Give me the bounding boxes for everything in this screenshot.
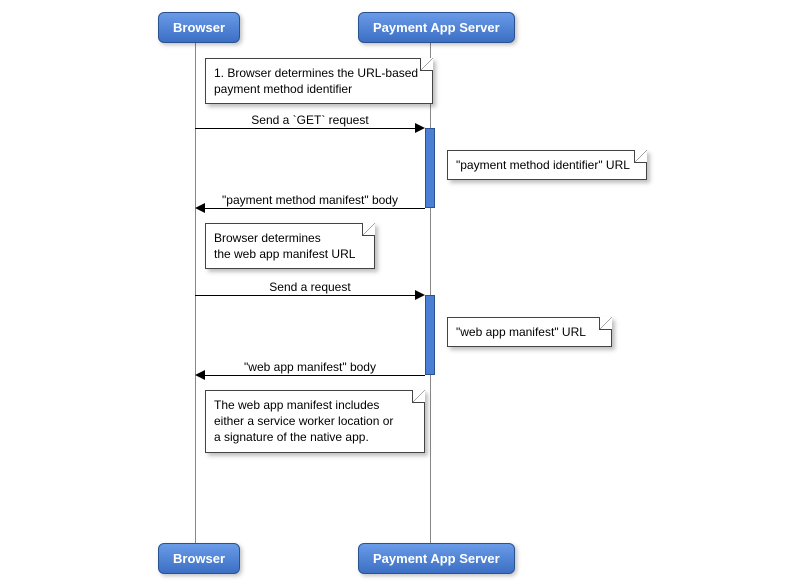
participant-label: Browser xyxy=(173,20,225,35)
participant-browser-bottom: Browser xyxy=(158,543,240,574)
note-line: "payment method identifier" URL xyxy=(456,157,638,173)
arrowhead-right xyxy=(415,123,425,133)
note-line: either a service worker location or xyxy=(214,413,416,429)
note-step1: 1. Browser determines the URL-based paym… xyxy=(205,58,433,104)
participant-label: Payment App Server xyxy=(373,20,500,35)
note-wam-url: "web app manifest" URL xyxy=(447,317,612,347)
participant-server-top: Payment App Server xyxy=(358,12,515,43)
message-label-req: Send a request xyxy=(195,280,425,294)
participant-browser-top: Browser xyxy=(158,12,240,43)
participant-server-bottom: Payment App Server xyxy=(358,543,515,574)
note-line: 1. Browser determines the URL-based xyxy=(214,65,424,81)
message-label-pmm: "payment method manifest" body xyxy=(195,193,425,207)
note-line: the web app manifest URL xyxy=(214,246,366,262)
activation-server-1 xyxy=(425,128,435,208)
arrowhead-right xyxy=(415,290,425,300)
msg-text: Send a request xyxy=(269,280,350,294)
arrowhead-left xyxy=(195,370,205,380)
note-pmi-url: "payment method identifier" URL xyxy=(447,150,647,180)
message-label-wam: "web app manifest" body xyxy=(195,360,425,374)
sequence-diagram: Browser Payment App Server 1. Browser de… xyxy=(0,0,800,587)
activation-server-2 xyxy=(425,295,435,375)
participant-label: Payment App Server xyxy=(373,551,500,566)
note-line: "web app manifest" URL xyxy=(456,324,603,340)
msg-text: Send a `GET` request xyxy=(251,113,368,127)
lifeline-server xyxy=(430,40,431,545)
note-line: a signature of the native app. xyxy=(214,429,416,445)
note-line: The web app manifest includes xyxy=(214,397,416,413)
note-line: payment method identifier xyxy=(214,81,424,97)
note-line: Browser determines xyxy=(214,230,366,246)
message-arrow-pmm xyxy=(205,208,425,209)
note-determine-manifest: Browser determines the web app manifest … xyxy=(205,223,375,269)
arrowhead-left xyxy=(195,203,205,213)
message-label-get: Send a `GET` request xyxy=(195,113,425,127)
msg-text: "web app manifest" body xyxy=(244,360,376,374)
message-arrow-wam xyxy=(205,375,425,376)
message-arrow-req xyxy=(195,295,417,296)
participant-label: Browser xyxy=(173,551,225,566)
msg-text: "payment method manifest" body xyxy=(222,193,398,207)
note-manifest-includes: The web app manifest includes either a s… xyxy=(205,390,425,453)
message-arrow-get xyxy=(195,128,417,129)
